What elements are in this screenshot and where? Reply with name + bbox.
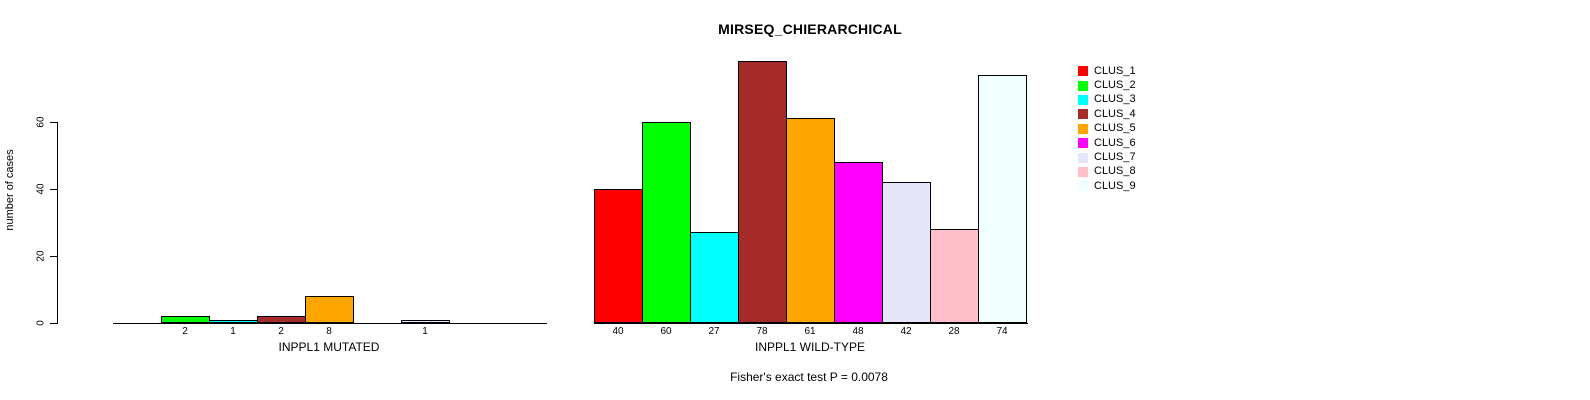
legend-item-clus_5: CLUS_5 xyxy=(1078,122,1136,136)
bar-value-label: 2 xyxy=(278,326,284,337)
bar-clus_6 xyxy=(834,161,883,323)
bar-clus_1 xyxy=(594,188,643,323)
y-tick-label: 60 xyxy=(35,116,47,128)
bar-clus_5 xyxy=(786,118,835,323)
x-axis-label-wild-type: INPPL1 WILD-TYPE xyxy=(754,340,866,354)
legend-label: CLUS_9 xyxy=(1094,179,1136,192)
legend-label: CLUS_3 xyxy=(1094,93,1136,106)
y-tick-label: 40 xyxy=(35,183,47,195)
y-tick-label: 20 xyxy=(35,250,47,262)
legend-swatch xyxy=(1078,181,1088,192)
bar-value-label: 74 xyxy=(996,326,1008,337)
legend-label: CLUS_5 xyxy=(1094,122,1136,135)
bar-value-label: 48 xyxy=(852,326,864,337)
legend-item-clus_8: CLUS_8 xyxy=(1078,165,1136,179)
bar-value-label: 27 xyxy=(708,326,720,337)
legend-item-clus_6: CLUS_6 xyxy=(1078,136,1136,150)
legend-item-clus_3: CLUS_3 xyxy=(1078,93,1136,107)
bar-value-label: 1 xyxy=(230,326,236,337)
legend-label: CLUS_7 xyxy=(1094,151,1136,164)
bar-clus_5 xyxy=(305,296,354,323)
y-axis-label: number of cases xyxy=(4,149,16,231)
bar-value-label: 61 xyxy=(804,326,816,337)
bar-clus_4 xyxy=(257,316,306,323)
bar-value-label: 78 xyxy=(756,326,768,337)
bar-clus_2 xyxy=(642,121,691,323)
bar-value-label: 28 xyxy=(948,326,960,337)
legend-swatch xyxy=(1078,138,1088,149)
legend-item-clus_1: CLUS_1 xyxy=(1078,64,1136,78)
legend: CLUS_1 CLUS_2 CLUS_3 CLUS_4 CLUS_5 CLUS_6 CLUS… xyxy=(1078,64,1136,194)
y-tick-label: 0 xyxy=(35,320,47,326)
x-axis-baseline xyxy=(594,323,1028,324)
bar-clus_4 xyxy=(738,61,787,323)
bar-value-label: 60 xyxy=(660,326,672,337)
legend-item-clus_7: CLUS_7 xyxy=(1078,150,1136,164)
legend-swatch xyxy=(1078,80,1088,91)
legend-swatch xyxy=(1078,94,1088,105)
bar-clus_3 xyxy=(690,232,739,323)
y-tick xyxy=(50,121,57,123)
legend-swatch xyxy=(1078,152,1088,163)
legend-label: CLUS_8 xyxy=(1094,165,1136,178)
legend-swatch xyxy=(1078,109,1088,120)
x-axis-baseline xyxy=(113,323,547,324)
bar-clus_7 xyxy=(882,182,931,323)
y-tick xyxy=(50,255,57,257)
legend-label: CLUS_4 xyxy=(1094,107,1136,120)
legend-item-clus_2: CLUS_2 xyxy=(1078,78,1136,92)
bar-clus_7 xyxy=(401,319,450,323)
bar-value-label: 1 xyxy=(422,326,428,337)
legend-label: CLUS_1 xyxy=(1094,64,1136,77)
bar-value-label: 8 xyxy=(326,326,332,337)
bar-value-label: 42 xyxy=(900,326,912,337)
bar-value-label: 2 xyxy=(182,326,188,337)
x-axis-label-mutated: INPPL1 MUTATED xyxy=(278,340,380,354)
bar-clus_9 xyxy=(978,74,1027,323)
y-tick xyxy=(50,323,57,324)
bar-clus_2 xyxy=(161,316,210,323)
legend-swatch xyxy=(1078,166,1088,177)
legend-swatch xyxy=(1078,123,1088,134)
legend-label: CLUS_2 xyxy=(1094,79,1136,92)
y-tick xyxy=(50,188,57,190)
bar-clus_3 xyxy=(209,319,258,323)
legend-swatch xyxy=(1078,66,1088,77)
bar-value-label: 40 xyxy=(612,326,624,337)
fisher-test-annotation: Fisher's exact test P = 0.0078 xyxy=(730,370,888,384)
legend-item-clus_4: CLUS_4 xyxy=(1078,107,1136,121)
legend-label: CLUS_6 xyxy=(1094,136,1136,149)
bar-clus_8 xyxy=(930,229,979,323)
legend-item-clus_9: CLUS_9 xyxy=(1078,179,1136,193)
chart-title: MIRSEQ_CHIERARCHICAL xyxy=(718,21,902,37)
y-axis-line xyxy=(57,121,58,324)
